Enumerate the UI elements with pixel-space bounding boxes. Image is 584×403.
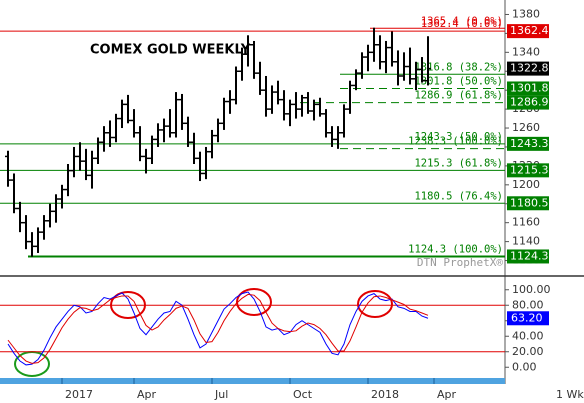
price-tag-label: 1243.3 <box>510 137 549 150</box>
level-label: 1301.8 (50.0%) <box>414 75 503 87</box>
price-tag-label: 1286.9 <box>510 96 549 109</box>
level-label: 1243.3 (50.0%) <box>414 131 503 143</box>
price-tag <box>507 163 549 178</box>
x-tick-label: Apr <box>437 388 457 401</box>
x-tick-label: Apr <box>137 388 157 401</box>
level-label: 1215.3 (61.8%) <box>414 157 503 169</box>
level-label: 1365.4 (0.0%) <box>421 15 503 27</box>
x-tick-label: Jul <box>214 388 228 401</box>
level-label: 1286.9 (61.8%) <box>414 90 503 102</box>
price-tag-label: 1124.3 <box>510 249 549 262</box>
y-tick-label: 1200 <box>512 178 540 191</box>
y-tick-label: 40.00 <box>512 329 544 342</box>
price-tag <box>507 136 549 151</box>
y-tick-label: 0.00 <box>512 360 537 373</box>
annotation-circle <box>236 288 272 316</box>
price-tag <box>507 81 549 96</box>
level-label: 1362.4 (0.0%) <box>421 18 503 30</box>
y-tick-label: 1380 <box>512 7 540 20</box>
period-label: 1 Wk <box>556 388 584 401</box>
stochastic-line <box>7 293 429 364</box>
price-tag-label: 1301.8 <box>510 81 549 94</box>
annotation-circle <box>357 290 393 318</box>
watermark: DTN ProphetX® <box>417 256 503 269</box>
level-label: 1180.5 (76.4%) <box>414 190 503 202</box>
x-tick-label: 2017 <box>65 388 93 401</box>
y-tick-label: 80.00 <box>512 298 544 311</box>
price-tag-label: 1215.3 <box>510 163 549 176</box>
y-tick-label: 1140 <box>512 235 540 248</box>
x-tick-label: Oct <box>293 388 313 401</box>
price-tag <box>507 61 549 76</box>
price-tag <box>507 196 549 211</box>
level-label: 1316.8 (38.2%) <box>414 61 503 73</box>
price-tag-label: 1322.8 <box>510 62 549 75</box>
y-tick-label: 1160 <box>512 216 540 229</box>
x-tick-label: 2018 <box>371 388 399 401</box>
time-strip <box>0 378 505 384</box>
value-tag <box>507 311 549 326</box>
y-tick-label: 1260 <box>512 121 540 134</box>
y-tick-label: 100.00 <box>512 283 551 296</box>
price-tag-label: 1362.4 <box>510 24 549 37</box>
price-tag-label: 1180.5 <box>510 196 549 209</box>
level-label: 1124.3 (100.0%) <box>408 243 503 255</box>
price-tag <box>507 95 549 110</box>
y-tick-label: 1340 <box>512 45 540 58</box>
price-tag <box>507 249 549 264</box>
level-label: 1238.3 (100.0%) <box>408 136 503 148</box>
chart-title: COMEX GOLD WEEKLY <box>90 43 251 58</box>
y-tick-label: 20.00 <box>512 345 544 358</box>
price-tag <box>507 24 549 39</box>
stochastic-line <box>7 291 429 366</box>
value-tag-label: 63.20 <box>511 311 543 324</box>
